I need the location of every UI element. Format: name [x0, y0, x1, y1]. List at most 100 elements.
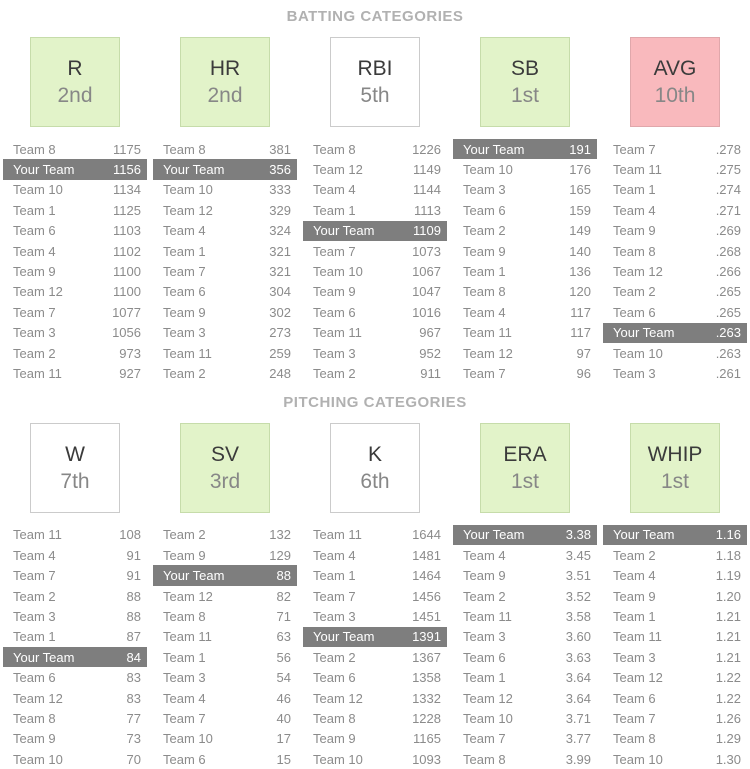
team-row: Team 7 3.77	[453, 729, 597, 749]
team-value: 273	[269, 325, 291, 341]
team-value: 1.20	[715, 588, 741, 604]
team-value: 321	[269, 243, 291, 259]
team-row: Team 3 88	[3, 606, 147, 626]
team-value: 1.21	[715, 649, 741, 665]
team-value: 1067	[412, 264, 441, 280]
team-name: Team 12	[163, 202, 213, 218]
team-name: Team 10	[163, 731, 213, 747]
category-label: SB	[510, 57, 539, 80]
team-row: Team 11 259	[153, 343, 297, 363]
team-row: Team 10 1134	[3, 180, 147, 200]
pitching-section: PITCHING CATEGORIES W 7th Team 11 108 Te…	[0, 394, 750, 769]
team-name: Team 7	[463, 365, 506, 381]
team-value: 1.16	[715, 527, 741, 543]
team-name: Team 11	[613, 629, 662, 645]
team-row: Team 2 132	[153, 525, 297, 545]
team-value: 1144	[413, 182, 441, 198]
team-name: Your Team	[463, 141, 525, 157]
team-row: Your Team 88	[153, 565, 297, 586]
team-name: Team 9	[613, 223, 656, 239]
team-name: Team 4	[613, 568, 656, 584]
team-value: 1391	[412, 629, 441, 645]
team-value: 83	[126, 670, 141, 686]
team-row: Team 7 96	[453, 363, 597, 383]
team-row: Team 10 1067	[303, 261, 447, 281]
team-name: Team 8	[463, 284, 506, 300]
team-name: Team 6	[613, 690, 656, 706]
team-value: 304	[269, 284, 291, 300]
team-row: Team 10 3.71	[453, 708, 597, 728]
team-name: Your Team	[163, 568, 225, 584]
team-value: 1.18	[715, 547, 741, 563]
team-name: Team 4	[613, 202, 656, 218]
team-value: 1481	[412, 547, 441, 563]
team-name: Team 11	[463, 325, 512, 341]
team-name: Team 9	[313, 284, 356, 300]
team-row: Team 6 83	[3, 667, 147, 687]
category-column: W 7th Team 11 108 Team 4 91 Team 7 91 Te…	[0, 422, 150, 769]
team-name: Team 10	[13, 751, 63, 767]
team-value: 1102	[113, 243, 141, 259]
team-value: 149	[569, 223, 591, 239]
team-value: 3.64	[565, 690, 591, 706]
team-value: 3.52	[565, 588, 591, 604]
team-value: 1.22	[715, 670, 741, 686]
team-value: 952	[419, 345, 441, 361]
team-ranking-list: Team 8 381 Your Team 356 Team 10 333 Tea…	[153, 139, 297, 384]
team-name: Team 3	[613, 365, 656, 381]
team-value: .265	[715, 304, 741, 320]
category-rank-box: SV 3rd	[180, 422, 270, 513]
team-name: Team 9	[163, 547, 206, 563]
category-rank-box: W 7th	[30, 422, 120, 513]
team-name: Team 10	[613, 345, 663, 361]
team-value: .265	[715, 284, 741, 300]
team-name: Team 3	[313, 345, 356, 361]
team-name: Team 9	[463, 568, 506, 584]
team-row: Team 7 1073	[303, 241, 447, 261]
team-row: Team 11 1644	[303, 525, 447, 545]
team-name: Team 1	[13, 202, 56, 218]
team-row: Team 6 1016	[303, 302, 447, 322]
team-row: Your Team 84	[3, 647, 147, 668]
team-name: Team 1	[463, 670, 506, 686]
team-row: Team 3 165	[453, 180, 597, 200]
team-value: 71	[276, 608, 291, 624]
team-row: Your Team 1156	[3, 159, 147, 180]
team-value: 117	[570, 304, 591, 320]
category-label: R	[67, 57, 83, 80]
team-value: 1016	[412, 304, 441, 320]
team-value: 1156	[113, 162, 141, 178]
team-name: Team 4	[313, 182, 356, 198]
team-name: Team 2	[613, 547, 656, 563]
team-row: Team 11 .275	[603, 159, 747, 179]
team-row: Team 8 1228	[303, 708, 447, 728]
team-row: Team 4 1144	[303, 180, 447, 200]
team-value: 1149	[413, 162, 441, 178]
team-row: Team 8 381	[153, 139, 297, 159]
team-row: Team 9 140	[453, 241, 597, 261]
team-row: Team 11 1.21	[603, 627, 747, 647]
team-row: Team 2 911	[303, 363, 447, 383]
team-row: Team 9 1100	[3, 261, 147, 281]
team-name: Team 7	[463, 731, 506, 747]
team-name: Team 6	[313, 670, 356, 686]
team-value: 70	[126, 751, 141, 767]
team-row: Team 8 1175	[3, 139, 147, 159]
team-row: Team 9 73	[3, 729, 147, 749]
category-rank-box: WHIP 1st	[630, 422, 720, 513]
team-value: 973	[119, 345, 141, 361]
team-row: Team 3 273	[153, 323, 297, 343]
team-value: 3.45	[565, 547, 591, 563]
team-value: 259	[269, 345, 291, 361]
team-value: .278	[715, 141, 741, 157]
team-value: 1226	[412, 141, 441, 157]
team-name: Team 11	[13, 365, 62, 381]
team-name: Team 10	[463, 710, 513, 726]
team-value: 54	[276, 670, 291, 686]
team-ranking-list: Team 11 108 Team 4 91 Team 7 91 Team 2 8…	[3, 525, 147, 769]
team-row: Team 11 108	[3, 525, 147, 545]
team-row: Team 4 1481	[303, 545, 447, 565]
team-row: Team 2 973	[3, 343, 147, 363]
category-column: ERA 1st Your Team 3.38 Team 4 3.45 Team …	[450, 422, 600, 769]
category-column: RBI 5th Team 8 1226 Team 12 1149 Team 4 …	[300, 37, 450, 384]
